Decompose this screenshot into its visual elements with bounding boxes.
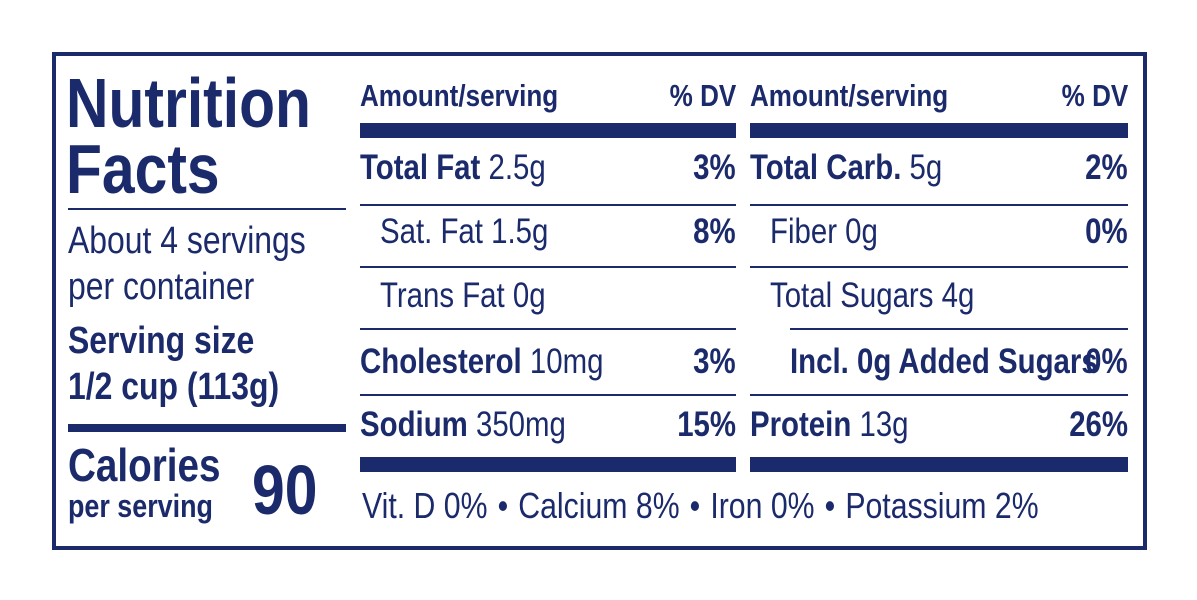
nutrient-dv: 0% (1085, 342, 1128, 381)
nutrient-dv: 26% (1069, 405, 1128, 444)
nutrient: Total Carb. 5g (750, 150, 942, 185)
nutrient: Total Sugars 4g (770, 278, 974, 313)
thick-rule (360, 457, 736, 472)
nutrient-name: Fiber (770, 212, 837, 251)
rule (360, 394, 736, 396)
nutrient-name: Protein (750, 405, 852, 444)
nutrient: Cholesterol 10mg (360, 344, 603, 379)
title: Nutrition Facts (66, 64, 311, 208)
header-amount: Amount/serving (750, 78, 949, 113)
nutrient: Trans Fat 0g (380, 278, 546, 313)
serving-size-label: Serving size (68, 320, 255, 362)
serving-size: 1/2 cup (113g) (68, 366, 280, 408)
calories-label: Calories (68, 439, 221, 491)
nutrient-amount: 2.5g (488, 148, 546, 187)
nutrient-amount: 350mg (475, 405, 566, 444)
servings: per container (68, 266, 255, 308)
nutrient-amount: 5g (909, 148, 943, 187)
nutrient-amount: 10mg (529, 342, 604, 381)
nutrient-dv: 3% (693, 148, 736, 187)
nutrient: Incl. 0g Added Sugars (790, 344, 1098, 379)
nutrient-name: Cholesterol (360, 342, 522, 381)
nutrient: Protein 13g (750, 407, 909, 442)
nutrient-dv: 8% (693, 212, 736, 251)
nutrient-amount: 0g (512, 276, 546, 315)
footer-item: Iron 0% (680, 485, 815, 526)
footer: Vit. D 0%Calcium 8%Iron 0%Potassium 2% (362, 485, 1039, 526)
rule (790, 328, 1128, 330)
thick-rule (750, 457, 1128, 472)
rule (360, 204, 736, 206)
rule (750, 204, 1128, 206)
nutrient-name: Trans Fat (380, 276, 505, 315)
thick-rule (750, 123, 1128, 138)
footer-item: Vit. D 0% (362, 485, 488, 526)
header-dv: % DV (1061, 78, 1128, 113)
nutrient-dv: 2% (1085, 148, 1128, 187)
nutrient-amount: 4g (941, 276, 975, 315)
thick-rule (360, 123, 736, 138)
nutrient-dv: 3% (693, 342, 736, 381)
nutrient: Sodium 350mg (360, 407, 566, 442)
nutrient-name: Sat. Fat (380, 212, 483, 251)
label-border (52, 52, 1147, 550)
footer-item: Potassium 2% (815, 485, 1039, 526)
nutrient: Total Fat 2.5g (360, 150, 546, 185)
rule (360, 266, 736, 268)
nutrient-amount: 13g (859, 405, 909, 444)
rule (68, 208, 346, 210)
nutrient-name: Total Carb. (750, 148, 902, 187)
footer-item: Calcium 8% (488, 485, 680, 526)
servings: About 4 servings (68, 220, 306, 262)
nutrient-amount: 0g (845, 212, 878, 251)
rule (360, 328, 736, 330)
rule (750, 266, 1128, 268)
header-dv: % DV (669, 78, 736, 113)
nutrient-amount: 1.5g (491, 212, 549, 251)
nutrient: Fiber 0g (770, 214, 878, 249)
nutrient: Sat. Fat 1.5g (380, 214, 548, 249)
nutrient-name: Incl. 0g Added Sugars (790, 342, 1098, 381)
nutrient-name: Sodium (360, 405, 468, 444)
nutrient-name: Total Sugars (770, 276, 934, 315)
calories-value: 90 (252, 451, 318, 529)
nutrient-name: Total Fat (360, 148, 481, 187)
header-amount: Amount/serving (360, 78, 559, 113)
nutrient-dv: 15% (677, 405, 736, 444)
rule (750, 394, 1128, 396)
rule (68, 424, 346, 432)
calories-sub: per serving (68, 488, 213, 524)
nutrient-dv: 0% (1085, 212, 1128, 251)
